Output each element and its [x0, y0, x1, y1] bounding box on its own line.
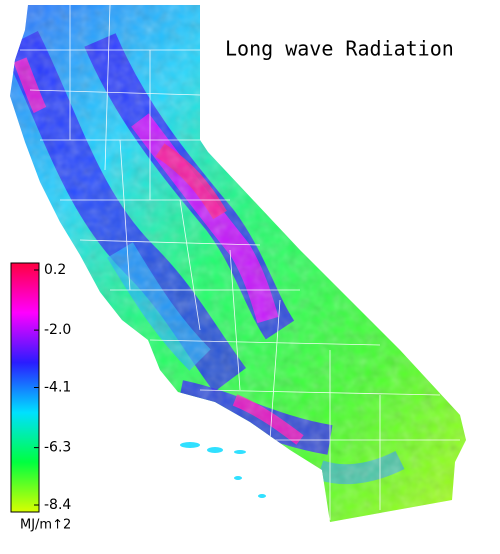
- colorbar-tick-label: -6.3: [44, 440, 71, 456]
- channel-islands: [180, 442, 266, 498]
- colorbar: 0.2 -2.0 -4.1 -6.3 -8.4 MJ/m↑2: [10, 262, 71, 533]
- map-title: Long wave Radiation: [225, 37, 454, 61]
- colorbar-tick-label: -4.1: [44, 380, 71, 396]
- colorbar-tick-label: 0.2: [44, 262, 66, 278]
- colorbar-unit: MJ/m↑2: [20, 518, 71, 533]
- colorbar-tick-label: -2.0: [44, 322, 71, 338]
- county-borders: [20, 5, 460, 520]
- colorbar-tick-label: -8.4: [44, 497, 71, 513]
